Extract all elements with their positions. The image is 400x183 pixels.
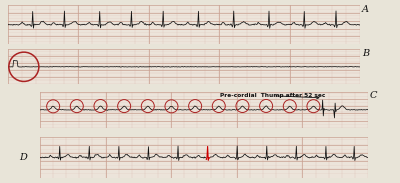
Text: D: D (19, 153, 26, 162)
Text: B: B (362, 49, 369, 58)
Text: Pre-cordial  Thump after 52 sec: Pre-cordial Thump after 52 sec (220, 93, 326, 99)
Text: C: C (370, 92, 377, 100)
Text: A: A (362, 5, 369, 14)
